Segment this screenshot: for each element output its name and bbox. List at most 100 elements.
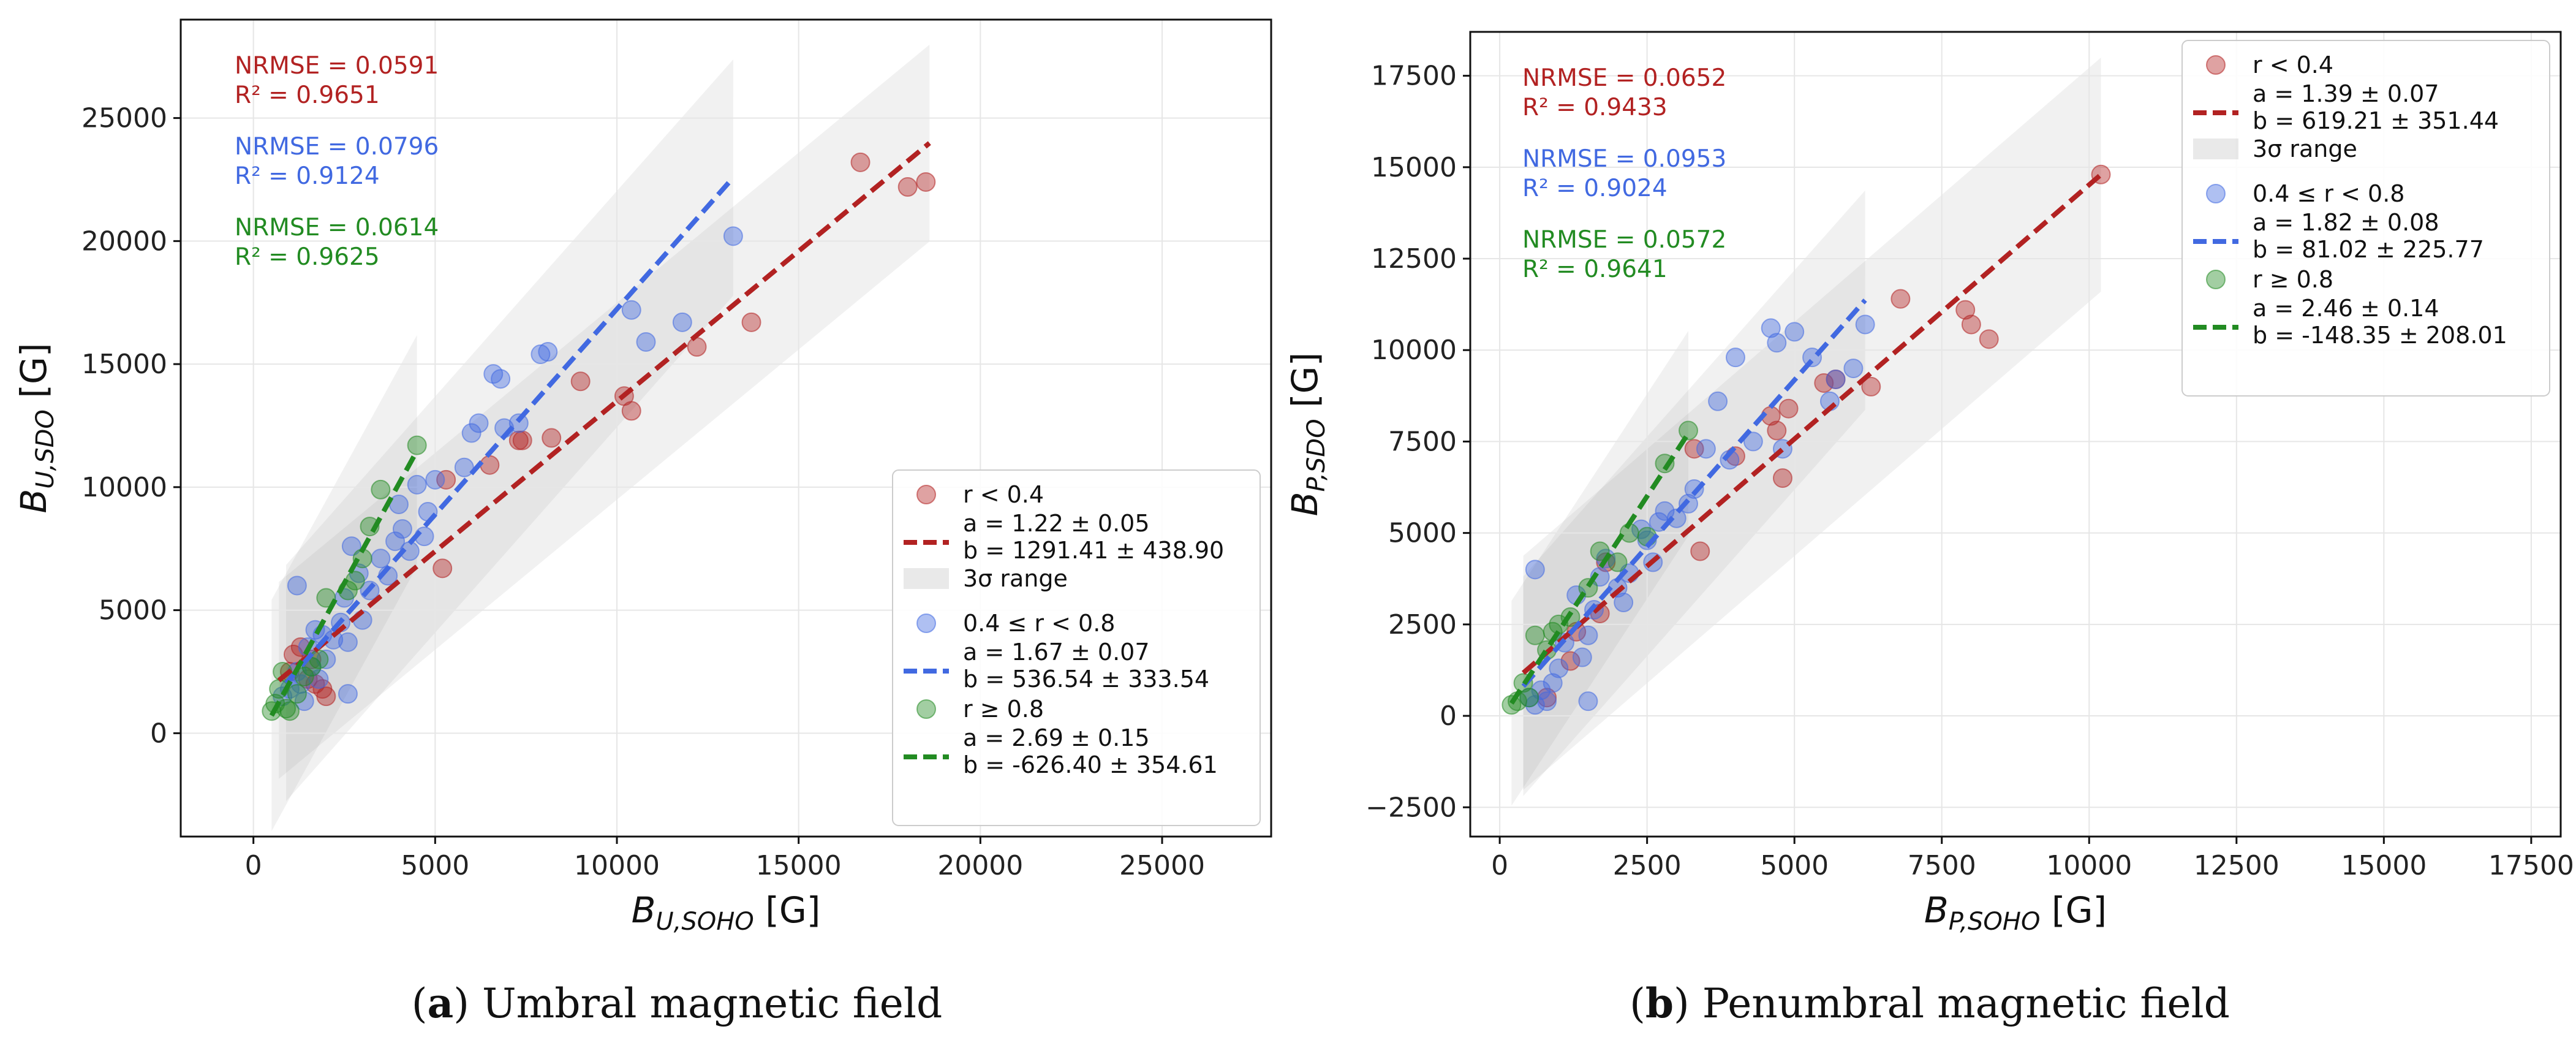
data-point: [1855, 314, 1875, 335]
legend-fit-b: b = 1291.41 ± 438.90: [963, 537, 1224, 564]
data-point: [316, 686, 336, 707]
x-tick-label: 10000: [2046, 850, 2132, 881]
data-point: [280, 701, 300, 721]
data-point: [672, 312, 692, 332]
nrmse-text: NRMSE = 0.0796: [235, 133, 439, 161]
data-point: [294, 691, 314, 712]
data-point: [1761, 318, 1781, 338]
fit-line: [284, 176, 735, 685]
data-point: [1590, 541, 1610, 561]
data-point: [1690, 541, 1710, 561]
legend-label: 0.4 ≤ r < 0.8: [2253, 180, 2404, 207]
data-point: [1607, 552, 1628, 572]
umbral-chart-panel: 0 5000 10000 15000 20000 25000 0 5000 10000 15000…: [13, 18, 1272, 1027]
nrmse-text: NRMSE = 0.0572: [1522, 226, 1726, 254]
r2-text: R² = 0.9651: [235, 82, 380, 109]
y-axis-label: BU,SDO [G]: [13, 343, 59, 513]
r2-text: R² = 0.9433: [1522, 94, 1668, 121]
y-tick-label: 20000: [81, 226, 167, 257]
data-point: [294, 667, 314, 687]
data-point: [1843, 359, 1864, 379]
data-point: [916, 172, 936, 192]
data-point: [1560, 651, 1581, 671]
y-tick-label: 5000: [99, 595, 167, 626]
y-tick-label: 17500: [1371, 61, 1457, 92]
x-tick-label: 5000: [401, 850, 469, 881]
x-tick-label: 25000: [1119, 850, 1205, 881]
legend-marker: [2206, 270, 2226, 289]
y-tick-label: 10000: [81, 472, 167, 503]
data-point: [287, 684, 307, 704]
legend-label: r < 0.4: [2253, 51, 2333, 78]
x-tick-label: 15000: [756, 850, 842, 881]
data-point: [1826, 369, 1846, 389]
legend-band-label: 3σ range: [963, 565, 1068, 592]
data-point: [425, 469, 445, 490]
y-tick-label: 15000: [1371, 152, 1457, 183]
legend-marker: [916, 699, 936, 719]
data-point: [371, 479, 391, 499]
data-point: [345, 571, 365, 591]
data-point: [480, 455, 500, 475]
data-point: [1743, 431, 1763, 452]
y-tick-label: 0: [150, 718, 167, 749]
data-point: [1531, 680, 1551, 701]
data-point: [1578, 625, 1598, 645]
x-tick-label: 7500: [1908, 850, 1976, 881]
legend-label: 0.4 ≤ r < 0.8: [963, 610, 1115, 637]
data-point: [436, 469, 456, 490]
data-point: [1861, 376, 1881, 397]
data-point: [1525, 560, 1545, 580]
legend-marker: [916, 613, 936, 633]
data-point: [1785, 322, 1805, 342]
y-tick-label: 2500: [1388, 609, 1457, 640]
r2-text: R² = 0.9024: [1522, 175, 1668, 202]
nrmse-text: NRMSE = 0.0652: [1522, 64, 1726, 92]
legend-label: r ≥ 0.8: [2253, 266, 2333, 293]
y-tick-label: 10000: [1371, 335, 1457, 366]
data-point: [316, 588, 336, 608]
legend-fit-a: a = 1.67 ± 0.07: [963, 639, 1150, 666]
data-point: [531, 344, 551, 365]
data-point: [1519, 688, 1539, 708]
fit-line: [1521, 298, 1867, 688]
data-point: [309, 669, 329, 689]
data-point: [1614, 593, 1634, 613]
data-point: [1543, 673, 1563, 693]
x-tick-label: 12500: [2194, 850, 2279, 881]
data-point: [1955, 300, 1976, 320]
data-point: [407, 474, 427, 495]
data-point: [1814, 373, 1834, 393]
data-point: [1767, 420, 1787, 441]
data-point: [636, 332, 656, 352]
nrmse-text: NRMSE = 0.0591: [235, 52, 439, 80]
data-point: [538, 342, 558, 362]
x-tick-label: 0: [1491, 850, 1508, 881]
r2-text: R² = 0.9625: [235, 243, 380, 271]
data-point: [850, 152, 871, 172]
data-point: [1572, 647, 1592, 667]
legend-fit-b: b = 536.54 ± 333.54: [963, 666, 1209, 693]
data-point: [1696, 439, 1716, 459]
data-point: [432, 558, 453, 579]
y-axis-label: BP,SDO [G]: [1284, 352, 1331, 516]
legend-band-swatch: [904, 568, 949, 589]
legend-marker: [2206, 184, 2226, 203]
data-point: [512, 430, 532, 450]
data-point: [338, 684, 358, 704]
r2-text: R² = 0.9124: [235, 162, 380, 190]
x-axis-label: BP,SOHO [G]: [1924, 889, 2107, 936]
x-tick-label: 17500: [2488, 850, 2574, 881]
legend-band-label: 3σ range: [2253, 135, 2357, 162]
fit-line: [1509, 431, 1691, 705]
legend-marker: [2206, 55, 2226, 75]
legend-marker: [916, 485, 936, 504]
legend-label: r ≥ 0.8: [963, 696, 1044, 723]
y-tick-label: 25000: [81, 103, 167, 134]
data-point: [1890, 289, 1911, 309]
panel-caption: (b) Penumbral magnetic field: [1630, 979, 2230, 1027]
x-tick-label: 0: [245, 850, 262, 881]
legend-box: [2181, 40, 2550, 397]
x-axis-label: BU,SOHO [G]: [632, 889, 821, 936]
